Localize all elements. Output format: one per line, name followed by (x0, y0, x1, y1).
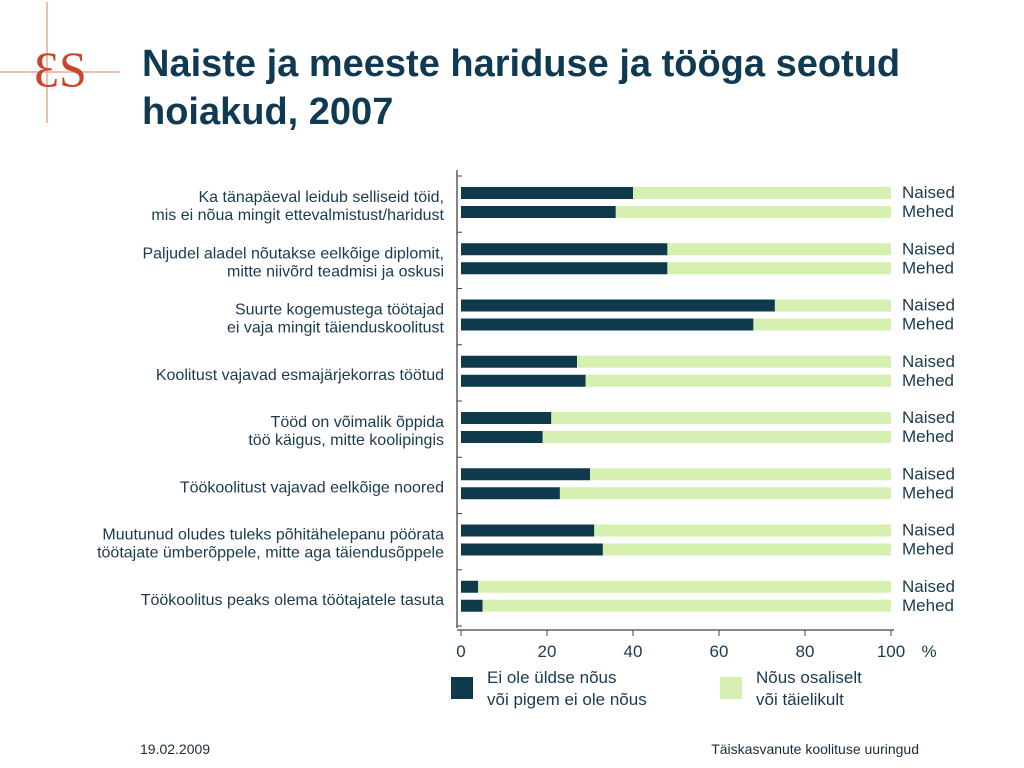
logo-mark: ƐS (34, 41, 87, 97)
x-axis: 0 20 40 60 80 100% (456, 170, 937, 661)
bar-agree-mehed-6 (559, 487, 891, 500)
x-tick-label-40: 40 (624, 642, 643, 661)
bar-disagree-mehed-3 (461, 318, 754, 331)
bar-disagree-mehed-2 (461, 262, 668, 275)
bar-disagree-mehed-6 (461, 487, 560, 500)
bar-disagree-naised-3 (461, 299, 775, 312)
footer-date: 19.02.2009 (140, 741, 211, 757)
legend-label-agree-line-2: või täielikult (756, 690, 844, 709)
bar-agree-mehed-5 (542, 431, 891, 443)
bar-disagree-naised-6 (461, 468, 590, 481)
bar-disagree-naised-1 (461, 187, 633, 199)
footer-source: Täiskasvanute koolituse uuringud (711, 741, 919, 757)
bar-agree-naised-1 (633, 187, 891, 199)
bar-disagree-mehed-8 (461, 599, 483, 612)
group-label-naised-2: Naised (902, 239, 955, 258)
legend-swatch-disagree (451, 677, 473, 699)
bar-disagree-mehed-1 (461, 206, 616, 218)
bar-agree-naised-2 (667, 243, 891, 256)
x-unit-label: % (921, 642, 936, 661)
bar-agree-naised-8 (478, 580, 891, 593)
bar-disagree-naised-8 (461, 580, 479, 593)
bar-agree-naised-7 (594, 524, 891, 537)
group-label-naised-7: Naised (902, 521, 955, 540)
x-tick-label-0: 0 (456, 642, 465, 661)
bar-disagree-mehed-5 (461, 431, 543, 443)
logo: ƐS (0, 2, 120, 123)
bar-agree-mehed-8 (482, 599, 891, 612)
bar-disagree-naised-7 (461, 524, 595, 537)
x-tick-label-100: 100 (877, 642, 905, 661)
x-tick-label-80: 80 (796, 642, 815, 661)
bar-agree-naised-3 (774, 299, 891, 312)
bar-agree-mehed-4 (585, 374, 891, 387)
group-label-naised-6: Naised (902, 464, 955, 483)
bar-agree-naised-5 (551, 412, 891, 424)
legend-label-agree-line-1: Nõus osaliselt (756, 668, 862, 687)
category-label-5-line-1: Tööd on võimalik õppida (271, 414, 445, 431)
category-label-7-line-1: Muutunud oludes tuleks põhitähelepanu pö… (102, 527, 444, 544)
category-label-1-line-1: Ka tänapäeval leidub selliseid töid, (199, 189, 445, 206)
group-label-mehed-5: Mehed (902, 427, 954, 446)
group-label-mehed-1: Mehed (902, 202, 954, 221)
group-label-mehed-2: Mehed (902, 258, 954, 277)
legend-label-disagree-line-1: Ei ole üldse nõus (487, 668, 616, 687)
group-label-mehed-3: Mehed (902, 315, 954, 334)
group-label-naised-5: Naised (902, 408, 955, 427)
category-labels: Ka tänapäeval leidub selliseid töid,mis … (97, 189, 444, 609)
bar-agree-mehed-7 (602, 543, 891, 556)
bar-disagree-naised-4 (461, 355, 578, 368)
group-label-mehed-4: Mehed (902, 371, 954, 390)
category-label-1-line-2: mis ei nõua mingit ettevalmistust/haridu… (151, 207, 444, 224)
bars-layer (461, 187, 891, 612)
category-label-6: Töökoolitust vajavad eelkõige noored (180, 479, 444, 496)
legend: Ei ole üldse nõus või pigem ei ole nõus Nõ… (451, 668, 862, 709)
group-labels: NaisedMehedNaisedMehedNaisedMehedNaisedM… (902, 183, 955, 615)
bar-disagree-mehed-7 (461, 543, 603, 556)
group-label-mehed-8: Mehed (902, 596, 954, 615)
bar-disagree-mehed-4 (461, 374, 586, 387)
page-title: Naiste ja meeste hariduse ja tööga seotu… (142, 43, 901, 133)
group-label-naised-1: Naised (902, 183, 955, 202)
category-label-4: Koolitust vajavad esmajärjekorras töötud (156, 367, 444, 384)
category-label-5-line-2: töö käigus, mitte koolipingis (248, 432, 444, 449)
category-label-3-line-1: Suurte kogemustega töötajad (235, 302, 444, 319)
x-tick-label-20: 20 (538, 642, 557, 661)
bar-agree-mehed-1 (615, 206, 891, 218)
group-label-naised-8: Naised (902, 577, 955, 596)
bar-agree-naised-4 (577, 355, 891, 368)
group-label-naised-3: Naised (902, 296, 955, 315)
group-label-mehed-7: Mehed (902, 540, 954, 559)
group-label-mehed-6: Mehed (902, 483, 954, 502)
category-label-2-line-1: Paljudel aladel nõutakse eelkõige diplom… (142, 245, 444, 262)
bar-agree-naised-6 (590, 468, 891, 481)
category-label-8: Töökoolitus peaks olema töötajatele tasu… (141, 592, 444, 609)
category-label-3-line-2: ei vaja mingit täienduskoolitust (227, 320, 445, 337)
legend-swatch-agree (720, 677, 742, 699)
legend-label-disagree-line-2: või pigem ei ole nõus (487, 690, 647, 709)
category-label-2-line-2: mitte niivõrd teadmisi ja oskusi (227, 263, 444, 280)
bar-disagree-naised-2 (461, 243, 668, 256)
bar-agree-mehed-2 (667, 262, 891, 275)
bar-agree-mehed-3 (753, 318, 891, 331)
x-tick-label-60: 60 (710, 642, 729, 661)
category-label-7-line-2: töötajate ümberõppele, mitte aga täiendu… (97, 545, 444, 562)
group-label-naised-4: Naised (902, 352, 955, 371)
bar-disagree-naised-5 (461, 412, 552, 424)
